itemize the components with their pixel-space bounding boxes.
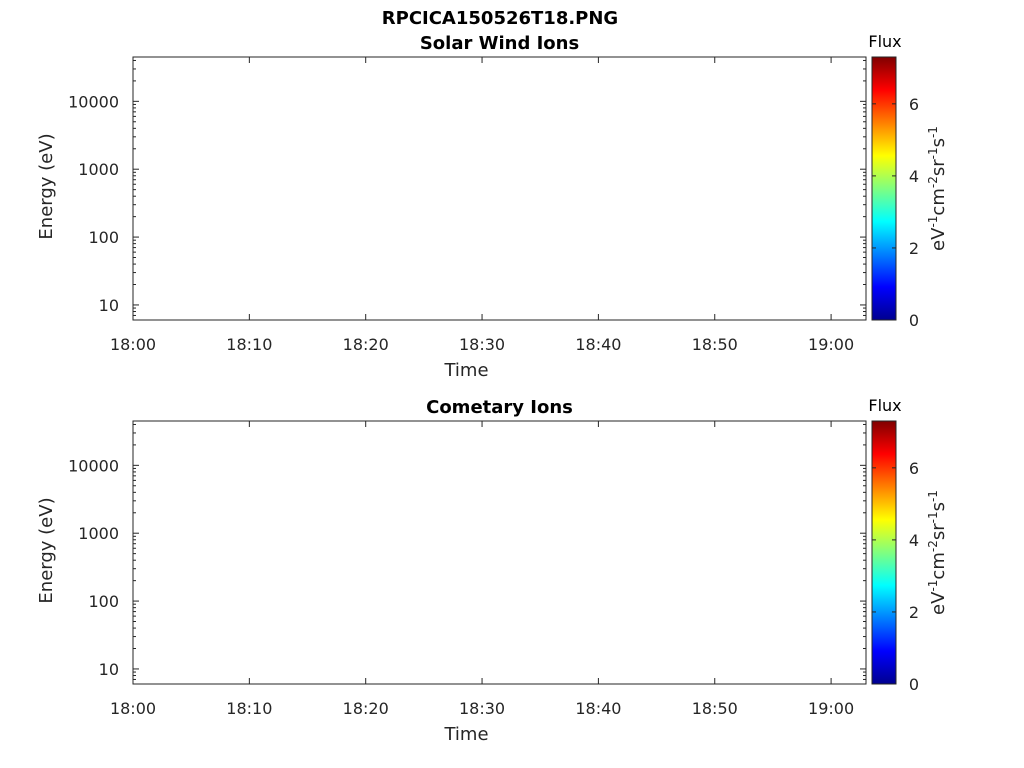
x-tick-label: 18:40 — [575, 699, 621, 718]
flux-segment — [354, 607, 378, 684]
colorbar-title: Flux — [868, 32, 901, 51]
panel-cometary-ions: Cometary Ions 18:00 18:10 18:20 18:30 18:40 18… — [36, 396, 949, 745]
flux-segment — [842, 607, 866, 684]
y-tick-label: 100 — [88, 592, 119, 611]
flux-segment — [644, 607, 704, 684]
x-tick-label: 18:50 — [692, 335, 738, 354]
colorbar — [871, 56, 897, 321]
y-axis-label: Energy (eV) — [36, 133, 57, 239]
y-tick-label: 10000 — [68, 92, 119, 111]
x-tick-label: 19:00 — [808, 335, 854, 354]
axes-frame — [132, 420, 867, 685]
flux-segment — [470, 607, 541, 684]
colorbar-tick-label: 2 — [909, 603, 919, 622]
colorbar-tick-label: 0 — [909, 311, 919, 330]
figure-title: RPCICA150526T18.PNG — [382, 8, 618, 29]
flux-segment — [307, 607, 331, 684]
y-tick-label: 100 — [88, 228, 119, 247]
x-tick-label: 18:20 — [343, 335, 389, 354]
x-tick-label: 18:00 — [110, 699, 156, 718]
flux-segment — [284, 607, 308, 684]
flux-segment — [156, 607, 285, 684]
x-axis-label: Time — [443, 360, 488, 381]
panel-title: Solar Wind Ions — [420, 33, 579, 54]
flux-segment — [377, 607, 471, 684]
x-tick-label: 18:40 — [575, 335, 621, 354]
x-tick-label: 18:00 — [110, 335, 156, 354]
flux-segment — [807, 607, 843, 684]
panel-title: Cometary Ions — [426, 397, 573, 418]
colorbar-tick-label: 4 — [909, 167, 919, 186]
colorbar-tick-label: 6 — [909, 95, 919, 114]
colorbar-tick-label: 0 — [909, 675, 919, 694]
y-tick-label: 1000 — [78, 524, 119, 543]
x-tick-label: 19:00 — [808, 699, 854, 718]
flux-segment — [633, 607, 645, 684]
spectrogram-data — [156, 243, 192, 320]
colorbar-title: Flux — [868, 396, 901, 415]
flux-segment — [586, 607, 634, 684]
x-tick-label: 18:10 — [226, 699, 272, 718]
colorbar — [871, 420, 897, 685]
spectrogram-data — [156, 607, 866, 684]
x-tick-label: 18:30 — [459, 335, 505, 354]
flux-segment — [330, 607, 355, 684]
y-tick-label: 10000 — [68, 456, 119, 475]
colorbar-units-label: eV-1cm-2sr-1s-1 — [926, 490, 949, 615]
plot-area — [133, 57, 866, 320]
axes-frame — [132, 56, 867, 321]
y-tick-label: 10 — [99, 296, 119, 315]
flux-segment — [703, 607, 762, 684]
y-axis-label: Energy (eV) — [36, 497, 57, 603]
flux-segment — [761, 607, 808, 684]
x-tick-label: 18:20 — [343, 699, 389, 718]
colorbar-units-label: eV-1cm-2sr-1s-1 — [926, 126, 949, 251]
flux-segment — [156, 243, 192, 320]
x-tick-label: 18:30 — [459, 699, 505, 718]
y-tick-label: 10 — [99, 660, 119, 679]
colorbar-tick-label: 2 — [909, 239, 919, 258]
x-axis-label: Time — [443, 724, 488, 745]
x-tick-label: 18:10 — [226, 335, 272, 354]
flux-segment — [540, 607, 587, 684]
panel-solar-wind-ions: Solar Wind Ions 18:00 18:10 18:20 18:30 18:40… — [36, 32, 949, 381]
colorbar-tick-label: 4 — [909, 531, 919, 550]
colorbar-tick-label: 6 — [909, 459, 919, 478]
x-tick-label: 18:50 — [692, 699, 738, 718]
y-tick-label: 1000 — [78, 160, 119, 179]
